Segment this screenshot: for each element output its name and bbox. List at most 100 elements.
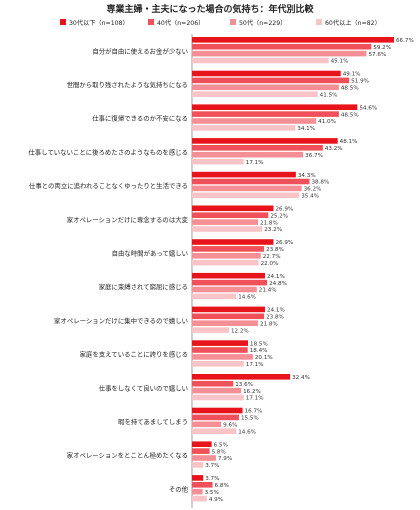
bar-value-label: 41.5% (320, 92, 338, 98)
bar-value-label: 34.3% (298, 173, 316, 179)
category-label: 仕事との両立に追われることなくゆったりと生活できる (29, 181, 188, 190)
legend-label: 40代（n=206） (157, 19, 204, 27)
category-group: 家オペレーションだけに専念するのは大変 26.9%25.2%21.8%23.2% (67, 205, 293, 233)
category-group: 家庭を支えていることに誇りを感じる 18.5%18.4%20.1%17.1% (80, 340, 273, 368)
bar (192, 361, 244, 367)
category-label: 自分が自由に使えるお金が少ない (92, 46, 188, 55)
bar-value-label: 23.2% (264, 227, 282, 233)
bar (192, 306, 265, 313)
bar (192, 293, 237, 300)
bar (192, 380, 234, 387)
bar-value-label: 15.5% (241, 416, 259, 422)
bar-value-label: 21.4% (259, 288, 277, 294)
bar (192, 394, 244, 401)
bar (192, 428, 237, 434)
bar-value-label: 32.4% (292, 375, 310, 381)
legend-item: 60代以上（n=82） (316, 19, 381, 27)
bar (192, 151, 304, 158)
bar (192, 246, 265, 252)
bar-value-label: 35.4% (301, 194, 319, 200)
bar (192, 340, 249, 346)
bar-value-label: 18.4% (250, 348, 268, 354)
bar (192, 145, 323, 151)
bar (192, 192, 300, 199)
bar-value-label: 20.1% (255, 355, 273, 361)
category-group: 自由な時間があって嬉しい 26.9%23.8%22.7%22.0% (112, 239, 293, 267)
bar (192, 138, 338, 144)
bar-value-label: 26.9% (275, 207, 293, 213)
bar-value-label: 36.7% (305, 153, 323, 159)
category-label: 家オペレーションだけに集中できるので嬉しい (54, 316, 188, 325)
bar (192, 43, 372, 50)
category-label: その他 (169, 484, 189, 493)
bar-value-label: 59.2% (373, 45, 391, 51)
bar-value-label: 18.5% (250, 341, 268, 347)
category-label: 家庭を支えていることに誇りを感じる (80, 350, 188, 359)
bar (192, 125, 296, 131)
plot-area: 自分が自由に使えるお金が少ない 66.7% 59.2%57.6% 45.1% 世間から取… (28, 37, 414, 503)
bar (192, 421, 222, 428)
category-group: 仕事をしなくて良いので嬉しい 32.4% 13.6%16.2%17.1% (99, 374, 310, 402)
bar-value-label: 17.1% (246, 160, 264, 166)
bar-value-label: 17.1% (246, 396, 264, 402)
category-group: 仕事していないことに後ろめたさのようなものを感じる 48.1%43.2%36.7%… (28, 138, 357, 166)
bar-value-label: 3.5% (205, 490, 219, 496)
legend-swatch (316, 19, 322, 25)
legend-label: 60代以上（n=82） (325, 19, 381, 27)
legend-item: 40代（n=206） (148, 19, 204, 27)
bar-value-label: 22.0% (261, 261, 279, 267)
bar (192, 185, 302, 192)
bar-value-label: 54.6% (359, 105, 377, 111)
bar (192, 482, 213, 488)
bar-value-label: 16.7% (245, 409, 263, 415)
bar (192, 91, 318, 97)
bar (192, 286, 257, 293)
bar-value-label: 45.1% (331, 59, 349, 65)
bar (192, 212, 269, 218)
category-label: 仕事に復帰できるのか不安になる (92, 114, 188, 123)
bar (192, 488, 203, 495)
category-label: 世間から取り残されたような気持ちになる (67, 80, 188, 89)
bar-value-label: 16.2% (243, 389, 261, 395)
category-label: 仕事をしなくて良いので嬉しい (99, 383, 188, 392)
category-group: 自分が自由に使えるお金が少ない 66.7% 59.2%57.6% 45.1% (92, 37, 414, 65)
bar-value-label: 7.9% (218, 456, 232, 462)
bar-value-label: 49.1% (343, 72, 361, 78)
bar-value-label: 14.6% (238, 429, 256, 435)
bar-value-label: 6.5% (214, 442, 228, 448)
bar (192, 414, 239, 421)
bar (192, 441, 212, 447)
bar-value-label: 3.7% (205, 476, 219, 482)
bar (192, 347, 248, 353)
bar-value-label: 17.1% (246, 362, 264, 368)
bar (192, 171, 296, 178)
bar (192, 77, 350, 84)
bar (192, 320, 259, 326)
category-group: 仕事との両立に追われることなくゆったりと生活できる 34.3%38.8%36.2%… (29, 171, 330, 200)
bar-value-label: 38.8% (312, 180, 330, 186)
legend-swatch (148, 19, 154, 25)
category-group: 家オペレーションだけに集中できるので嬉しい 24.1%23.8%21.8% 12.2… (54, 306, 285, 334)
bar-value-label: 51.9% (351, 79, 369, 85)
category-group: その他 3.7%6.8%3.5%4.9% (169, 475, 229, 503)
bar-value-label: 9.6% (223, 423, 237, 429)
bar-value-label: 4.9% (209, 497, 223, 503)
bar-value-label: 23.8% (266, 315, 284, 321)
chart-title: 専業主婦・主夫になった場合の気持ち：年代別比較 (106, 3, 314, 15)
bar-value-label: 6.8% (215, 483, 229, 489)
legend: 30代以下（n=108） 40代（n=206） 50代（n=229） 60代以上（n=… (60, 19, 381, 27)
bar-value-label: 24.8% (269, 281, 287, 287)
legend-swatch (60, 19, 66, 25)
category-label: 家庭に束縛されて窮屈に感じる (99, 282, 188, 291)
bar (192, 387, 242, 394)
category-group: 家庭に束縛されて窮屈に感じる 24.1%24.8%21.4%14.6% (99, 272, 287, 301)
category-label: 仕事していないことに後ろめたさのようなものを感じる (28, 147, 188, 156)
bar (192, 495, 207, 502)
bar-value-label: 23.8% (266, 247, 284, 253)
bar (192, 272, 265, 279)
bar (192, 219, 259, 225)
bar (192, 462, 204, 468)
bar (192, 205, 274, 212)
bar (192, 118, 317, 124)
